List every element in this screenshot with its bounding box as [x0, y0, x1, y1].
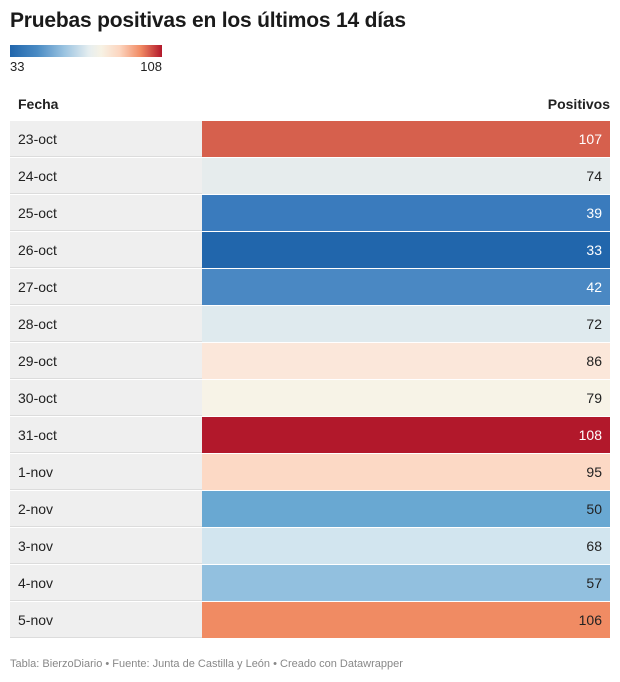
date-cell: 30-oct: [10, 380, 202, 416]
legend-gradient-bar: [10, 45, 162, 57]
legend-max-label: 108: [140, 59, 162, 74]
date-cell: 23-oct: [10, 121, 202, 157]
table-row: 5-nov 106: [10, 601, 610, 638]
footer-credits: Tabla: BierzoDiario • Fuente: Junta de C…: [10, 658, 403, 670]
positivos-cell: 107: [202, 121, 610, 157]
positivos-cell: 108: [202, 417, 610, 453]
table-row: 29-oct 86: [10, 342, 610, 379]
positivos-cell: 74: [202, 158, 610, 194]
legend-min-label: 33: [10, 59, 25, 74]
positivos-cell: 50: [202, 491, 610, 527]
date-cell: 4-nov: [10, 565, 202, 601]
date-cell: 24-oct: [10, 158, 202, 194]
chart-title: Pruebas positivas en los últimos 14 días: [10, 9, 406, 32]
table-row: 4-nov 57: [10, 564, 610, 601]
legend-labels: 33 108: [10, 59, 162, 75]
table-row: 27-oct 42: [10, 268, 610, 305]
column-header-fecha[interactable]: Fecha: [18, 96, 59, 112]
positivos-cell: 39: [202, 195, 610, 231]
positivos-cell: 95: [202, 454, 610, 490]
positivos-cell: 72: [202, 306, 610, 342]
positivos-cell: 57: [202, 565, 610, 601]
date-cell: 5-nov: [10, 602, 202, 638]
table-row: 26-oct 33: [10, 231, 610, 268]
date-cell: 25-oct: [10, 195, 202, 231]
table-row: 28-oct 72: [10, 305, 610, 342]
positivos-cell: 106: [202, 602, 610, 638]
table-row: 3-nov 68: [10, 527, 610, 564]
date-cell: 2-nov: [10, 491, 202, 527]
date-cell: 1-nov: [10, 454, 202, 490]
date-cell: 26-oct: [10, 232, 202, 268]
table-row: 31-oct 108: [10, 416, 610, 453]
positivos-cell: 86: [202, 343, 610, 379]
table-row: 25-oct 39: [10, 194, 610, 231]
table-row: 2-nov 50: [10, 490, 610, 527]
date-cell: 27-oct: [10, 269, 202, 305]
column-header-positivos[interactable]: Positivos: [547, 96, 610, 112]
date-cell: 29-oct: [10, 343, 202, 379]
positivos-cell: 68: [202, 528, 610, 564]
data-table: 23-oct 107 24-oct 74 25-oct 39 26-oct 33 27-oct 4…: [10, 120, 610, 638]
color-legend: 33 108: [10, 45, 162, 75]
date-cell: 31-oct: [10, 417, 202, 453]
positivos-cell: 33: [202, 232, 610, 268]
positivos-cell: 79: [202, 380, 610, 416]
table-row: 24-oct 74: [10, 157, 610, 194]
table-row: 1-nov 95: [10, 453, 610, 490]
positivos-cell: 42: [202, 269, 610, 305]
date-cell: 3-nov: [10, 528, 202, 564]
date-cell: 28-oct: [10, 306, 202, 342]
table-row: 23-oct 107: [10, 120, 610, 157]
table-row: 30-oct 79: [10, 379, 610, 416]
